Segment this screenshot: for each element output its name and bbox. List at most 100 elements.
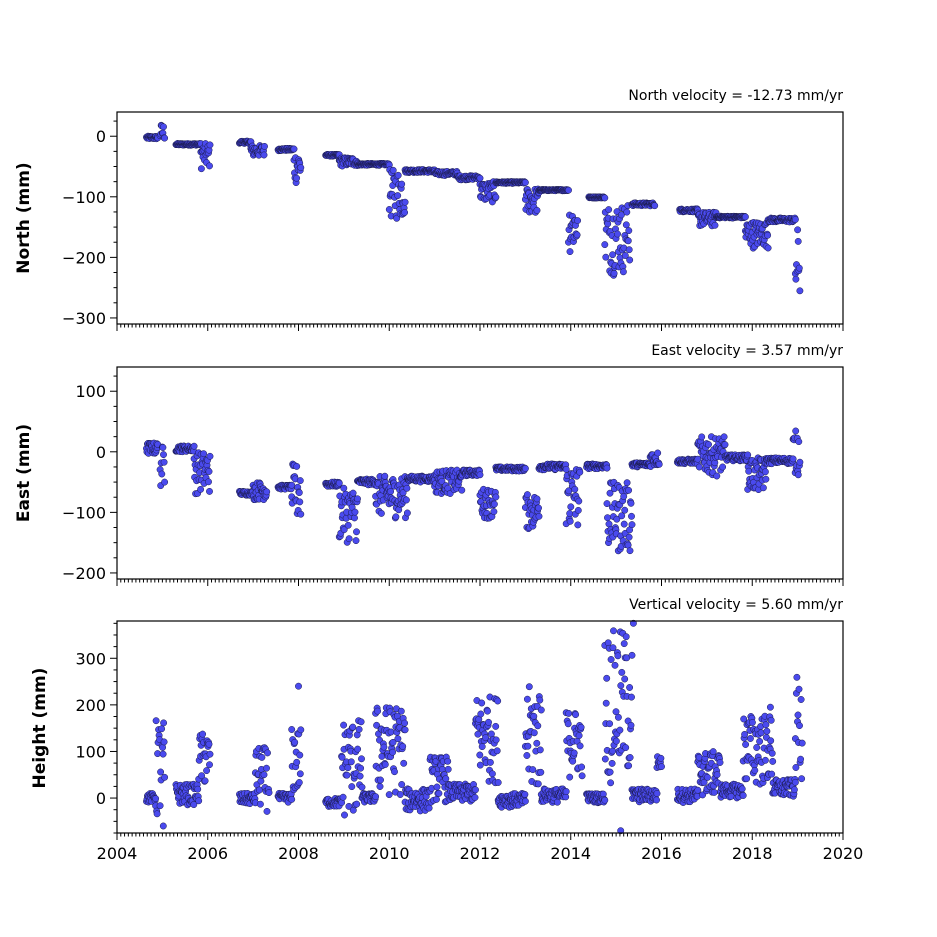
height-data-point: [521, 790, 529, 798]
x-tick-label: 2014: [550, 844, 591, 863]
height-data-point: [341, 811, 348, 819]
east-data-point: [721, 441, 729, 449]
east-data-point: [344, 521, 352, 529]
height-data-point: [622, 633, 630, 641]
height-data-point: [612, 737, 620, 745]
height-data-point: [533, 739, 541, 747]
north-data-point: [614, 230, 621, 238]
east-data-point: [206, 487, 213, 495]
north-data-point: [293, 174, 301, 182]
east-data-point: [620, 520, 628, 528]
height-data-point: [525, 683, 533, 691]
height-data-point: [537, 706, 545, 714]
height-data-point: [576, 742, 584, 750]
x-tick-label: 2006: [187, 844, 228, 863]
height-data-point: [201, 777, 209, 785]
east-data-point: [762, 475, 770, 483]
height-data-point: [694, 786, 702, 794]
height-data-point: [798, 739, 806, 747]
east-data-point: [567, 503, 575, 511]
height-data-point: [442, 775, 450, 783]
north-velocity-title: North velocity = -12.73 mm/yr: [628, 88, 843, 104]
east-data-point: [719, 463, 727, 471]
north-data-point: [565, 186, 572, 194]
east-data-point: [621, 506, 629, 514]
north-data-point: [574, 217, 582, 225]
height-data-point: [616, 726, 624, 734]
height-data-point: [793, 673, 801, 681]
height-data-point: [161, 773, 169, 781]
east-data-point: [352, 537, 360, 545]
height-outlier-point: [159, 822, 167, 830]
east-data-point: [744, 451, 752, 459]
height-data-point: [794, 711, 802, 719]
height-data-point: [484, 707, 491, 715]
east-data-point: [574, 506, 582, 514]
height-data-point: [618, 668, 626, 676]
height-data-point: [795, 685, 803, 693]
height-data-point: [608, 759, 616, 767]
height-data-point: [344, 764, 352, 772]
height-data-point: [578, 772, 586, 780]
east-data-point: [160, 451, 167, 459]
north-data-point: [764, 231, 772, 239]
east-data-point: [789, 455, 797, 463]
east-data-point: [521, 465, 529, 472]
height-data-point: [742, 741, 750, 748]
north-data-point: [260, 151, 268, 159]
height-data-point: [398, 781, 406, 788]
north-data-point: [625, 246, 633, 254]
height-data-point: [258, 753, 266, 761]
east-data-point: [576, 468, 584, 476]
height-data-point: [607, 779, 615, 787]
east-data-point: [628, 521, 636, 529]
height-data-point: [195, 797, 203, 805]
height-axis-label: Height (mm): [30, 668, 50, 789]
east-data-point: [403, 484, 411, 492]
height-data-point: [396, 791, 404, 798]
east-data-point: [654, 449, 662, 457]
height-data-point: [797, 696, 805, 703]
height-data-point: [658, 763, 665, 771]
east-y-tick-label: −100: [62, 503, 106, 522]
height-data-point: [159, 750, 167, 758]
east-data-point: [794, 471, 802, 479]
east-data-point: [705, 441, 712, 448]
east-data-point: [575, 497, 583, 505]
east-data-point: [438, 477, 446, 485]
north-data-point: [609, 251, 617, 259]
height-data-point: [524, 742, 532, 750]
height-data-point: [562, 788, 570, 795]
height-data-point: [757, 729, 765, 737]
height-data-point: [158, 725, 166, 733]
height-data-point: [602, 699, 610, 707]
east-data-point: [627, 499, 635, 507]
east-data-point: [562, 465, 570, 473]
north-data-point: [492, 193, 500, 201]
height-data-point: [401, 726, 409, 734]
height-data-point: [620, 640, 628, 648]
north-data-point: [385, 206, 393, 213]
height-data-point: [205, 740, 213, 748]
north-data-point: [401, 198, 409, 206]
east-data-point: [759, 484, 767, 492]
height-data-point: [743, 775, 751, 783]
east-data-point: [695, 463, 703, 471]
north-data-point: [605, 206, 613, 214]
height-points: [143, 619, 806, 835]
height-data-point: [713, 771, 721, 779]
height-data-point: [564, 720, 572, 728]
height-data-point: [606, 720, 614, 728]
north-data-point: [621, 252, 629, 259]
east-data-point: [295, 489, 303, 497]
east-data-point: [293, 462, 301, 470]
height-data-point: [606, 768, 614, 776]
height-data-point: [523, 752, 531, 759]
east-data-point: [623, 479, 631, 487]
north-data-point: [161, 134, 169, 142]
east-data-point: [713, 472, 721, 480]
height-data-point: [264, 749, 271, 757]
height-data-point: [575, 732, 583, 740]
east-data-point: [490, 500, 498, 508]
height-data-point: [354, 745, 362, 753]
